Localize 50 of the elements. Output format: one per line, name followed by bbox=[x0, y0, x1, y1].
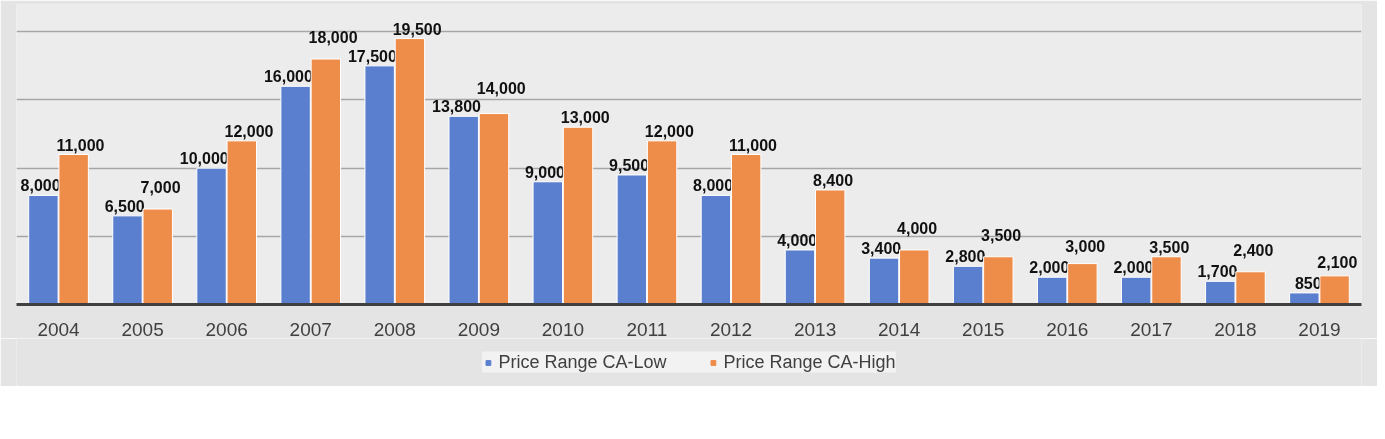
x-tick-label: 2016 bbox=[1046, 318, 1089, 340]
data-label: 2,100 bbox=[1317, 253, 1358, 271]
x-tick-label: 2014 bbox=[878, 318, 921, 340]
data-label: 16,000 bbox=[263, 68, 313, 86]
data-label: 13,800 bbox=[432, 98, 482, 116]
data-label: 8,000 bbox=[693, 177, 734, 195]
data-label: 18,000 bbox=[308, 29, 358, 47]
x-tick-label: 2017 bbox=[1130, 318, 1173, 340]
data-label: 4,000 bbox=[897, 219, 938, 237]
x-tick-label: 2010 bbox=[541, 318, 585, 340]
data-label: 8,000 bbox=[20, 177, 61, 195]
data-label: 3,500 bbox=[1149, 238, 1190, 256]
x-tick-label: 2018 bbox=[1214, 318, 1257, 340]
data-label: 19,500 bbox=[392, 20, 442, 38]
data-label: 10,000 bbox=[179, 150, 229, 168]
data-label: 4,000 bbox=[777, 231, 818, 249]
data-label: 3,400 bbox=[861, 240, 902, 258]
data-label: 14,000 bbox=[476, 79, 526, 97]
data-label: 2,800 bbox=[945, 248, 986, 266]
x-tick-label: 2004 bbox=[37, 318, 81, 340]
data-label: 9,500 bbox=[609, 156, 650, 174]
x-tick-label: 2009 bbox=[457, 318, 500, 340]
data-label: 17,500 bbox=[347, 47, 397, 65]
data-label: 12,000 bbox=[644, 122, 694, 140]
data-label: 9,000 bbox=[524, 163, 566, 181]
x-tick-label: 2007 bbox=[289, 318, 332, 340]
data-label: 1,700 bbox=[1197, 263, 1238, 281]
x-tick-label: 2015 bbox=[962, 318, 1005, 340]
x-tick-label: 2019 bbox=[1298, 318, 1341, 340]
x-tick-label: 2008 bbox=[373, 318, 416, 340]
data-label: 3,500 bbox=[981, 226, 1022, 244]
legend-label: Price Range CA-High bbox=[723, 351, 896, 373]
legend-label: Price Range CA-Low bbox=[498, 351, 667, 373]
data-label: 2,000 bbox=[1029, 259, 1070, 277]
data-label: 7,000 bbox=[140, 179, 181, 197]
data-label: 850 bbox=[1294, 274, 1322, 292]
data-label: 11,000 bbox=[728, 136, 778, 154]
data-label: 2,400 bbox=[1233, 241, 1274, 259]
x-tick-label: 2011 bbox=[626, 318, 668, 340]
data-label: 2,000 bbox=[1113, 259, 1154, 277]
data-label: 13,000 bbox=[560, 109, 610, 127]
data-label: 11,000 bbox=[56, 136, 105, 154]
x-tick-label: 2012 bbox=[709, 318, 753, 340]
x-tick-label: 2013 bbox=[793, 318, 837, 340]
data-label: 12,000 bbox=[224, 122, 274, 140]
data-label: 3,000 bbox=[1065, 237, 1106, 255]
x-tick-label: 2005 bbox=[121, 318, 164, 340]
data-label: 6,500 bbox=[104, 197, 145, 215]
x-tick-label: 2006 bbox=[205, 318, 248, 340]
data-label: 8,400 bbox=[812, 171, 854, 189]
